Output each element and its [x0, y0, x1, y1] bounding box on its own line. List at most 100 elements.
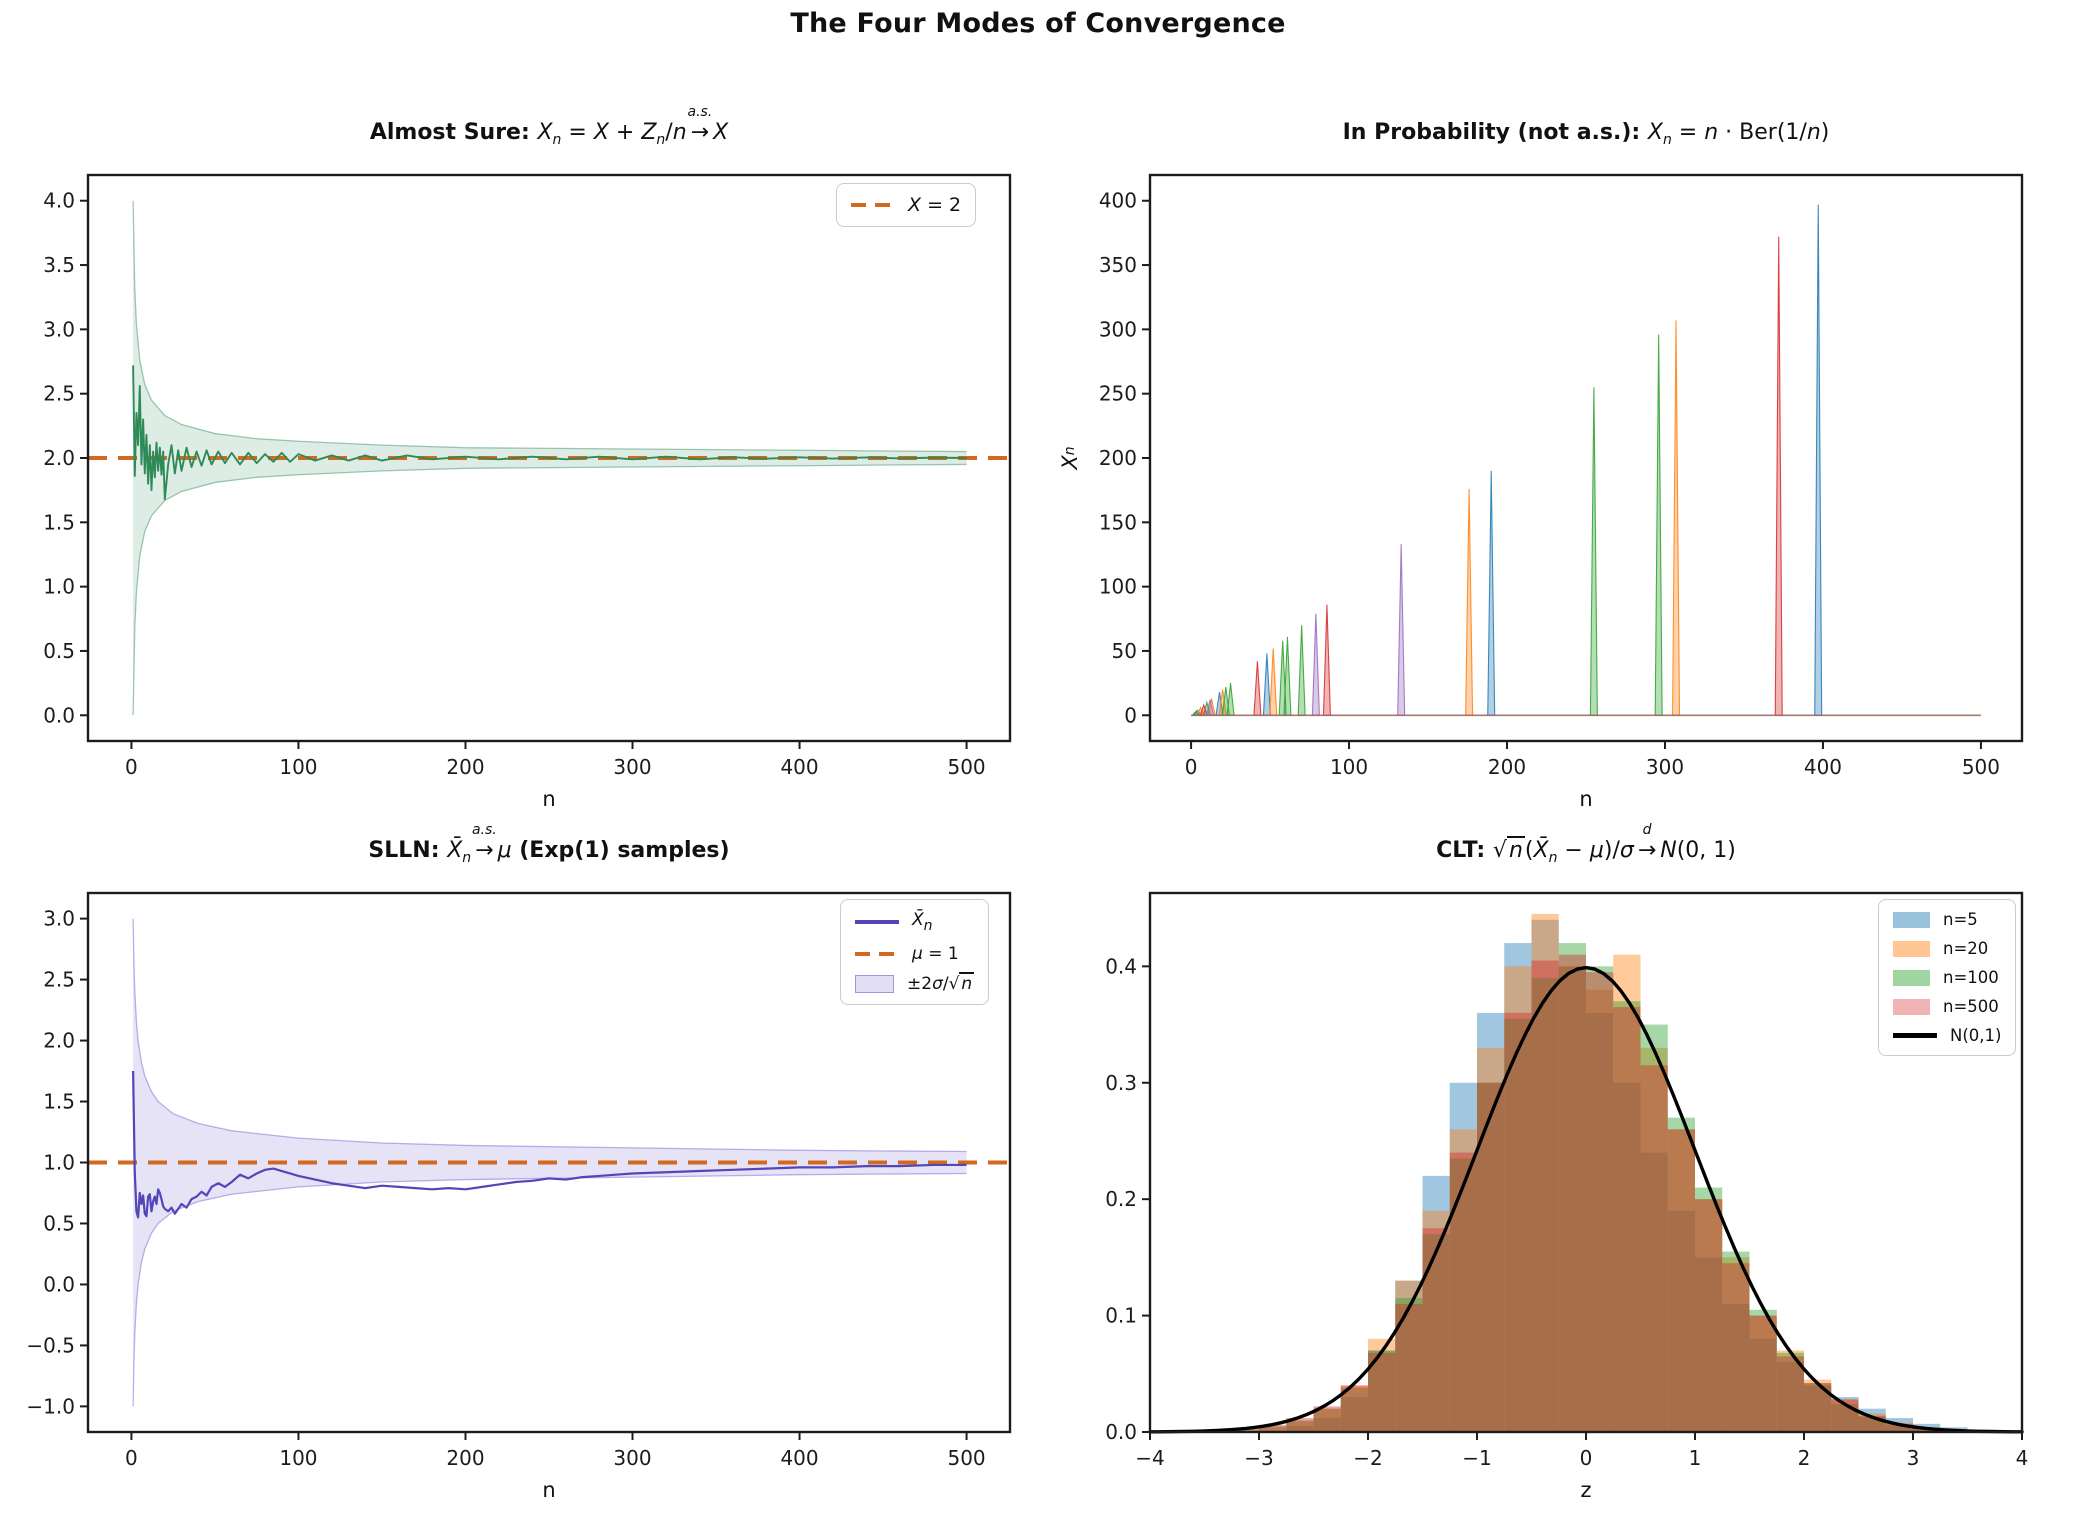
legend-swatch-patch	[855, 975, 894, 993]
legend-slln: X̄n μ = 1 ±2σ/√ n	[840, 899, 990, 1005]
hist-bar	[1613, 1007, 1641, 1432]
figure-title: The Four Modes of Convergence	[790, 8, 1286, 39]
spike	[1397, 544, 1406, 716]
hist-bar	[1259, 1425, 1287, 1432]
legend-label: ±2σ/√ n	[907, 972, 975, 994]
hist-bar	[1586, 972, 1614, 1432]
x-tick-label: 100	[279, 755, 317, 779]
y-tick-label: 0.3	[1105, 1071, 1137, 1095]
hist-bar	[1749, 1338, 1777, 1432]
hist-bar	[1695, 1199, 1723, 1432]
legend-label: N(0,1)	[1950, 1026, 2002, 1045]
hist-bar	[1722, 1303, 1750, 1432]
y-tick-label: 50	[1112, 639, 1137, 663]
spikes-run-5	[1205, 544, 1406, 716]
hist-bar	[1695, 1257, 1723, 1432]
subplot-title-in-probability: In Probability (not a.s.): Xn = n · Ber(…	[1342, 120, 1830, 148]
y-tick-label: 150	[1099, 510, 1137, 534]
y-tick-label: 0.2	[1105, 1187, 1137, 1211]
x-tick-label: 500	[947, 1446, 985, 1470]
hist-bar	[1395, 1298, 1423, 1432]
x-tick-label: 400	[1804, 755, 1842, 779]
hist-bar	[1586, 989, 1614, 1432]
spike	[1262, 653, 1271, 716]
convergence-arrow: a.s. →	[471, 822, 497, 863]
envelope-band-edge	[132, 200, 967, 453]
convergence-arrow: d →	[1637, 822, 1657, 863]
axis-ticks: 0 100 200 300 400 500 −1.0 −0.5 0.0 0.5 1.0 1.5 2.0 2…	[26, 907, 985, 1470]
hist-bar	[1640, 1047, 1668, 1432]
x-tick-label: 500	[1962, 755, 2000, 779]
legend-item-0: X = 2	[851, 194, 961, 216]
hist-bar	[1531, 977, 1559, 1432]
x-tick-label: 100	[1330, 755, 1368, 779]
legend-item-0: X̄n	[855, 910, 974, 934]
x-tick-label: −2	[1353, 1446, 1382, 1470]
y-tick-label: 300	[1099, 317, 1137, 341]
x-tick-label: −3	[1244, 1446, 1273, 1470]
hist-bar	[1313, 1418, 1341, 1432]
spike	[1322, 604, 1331, 716]
convergence-arrow: a.s. →	[687, 104, 713, 145]
hist-bar	[1695, 1199, 1723, 1432]
hist-bar	[1286, 1426, 1314, 1432]
plot-clt: −4 −3 −2 −1 0 1 2 3 4 0.0 0.1 0.2 0.3 0.4	[1105, 891, 2028, 1470]
spike	[1283, 636, 1292, 716]
hist-bar	[1286, 1420, 1314, 1432]
x-tick-label: 0	[125, 755, 138, 779]
hist-bar	[1340, 1397, 1368, 1432]
legend-item-1: n=20	[1893, 939, 2001, 958]
spikes-run-3	[1191, 334, 1663, 716]
legend-item-3: n=500	[1893, 997, 2001, 1016]
hist-bar	[1422, 1234, 1450, 1432]
x-tick-label: 300	[613, 755, 651, 779]
xn-sample-path	[132, 365, 967, 501]
y-tick-label: 0.1	[1105, 1304, 1137, 1328]
x-tick-label: 100	[279, 1446, 317, 1470]
hist-bar	[1259, 1427, 1287, 1432]
x-tick-label: −1	[1462, 1446, 1491, 1470]
x-tick-label: 0	[1185, 755, 1198, 779]
two-sigma-band-edge	[132, 918, 967, 1153]
spike	[1269, 648, 1278, 716]
legend-item-2: ±2σ/√ n	[855, 972, 975, 994]
legend-swatch-patch	[1893, 969, 1930, 986]
hist-bar	[1504, 943, 1532, 1432]
hist-bar	[1586, 966, 1614, 1432]
legend-swatch-dash	[855, 952, 899, 956]
y-tick-label: 1.0	[43, 1151, 75, 1175]
hist-bar	[1449, 1129, 1477, 1432]
spike	[1297, 625, 1306, 716]
legend-clt: n=5 n=20 n=100 n=500 N(0,1)	[1878, 899, 2017, 1056]
hist-bar	[1558, 954, 1586, 1432]
x-axis-label-in-probability: n	[1579, 787, 1593, 811]
legend-swatch-patch	[1893, 940, 1930, 957]
hist-bar	[1286, 1421, 1314, 1432]
hist-bar	[1504, 966, 1532, 1432]
axis-ticks: 0 100 200 300 400 500 0 50 100 150 200 250 300 350 400	[1099, 189, 2000, 779]
x-tick-label: 300	[1646, 755, 1684, 779]
legend-swatch-line	[855, 920, 899, 924]
y-tick-label: 3.5	[43, 253, 75, 277]
hist-bar	[1531, 919, 1559, 1432]
hist-bar	[1613, 1001, 1641, 1432]
hist-bar	[1313, 1408, 1341, 1432]
legend-swatch-patch	[1893, 911, 1930, 928]
spike	[1487, 470, 1496, 716]
axis-ticks: −4 −3 −2 −1 0 1 2 3 4 0.0 0.1 0.2 0.3 0.4	[1105, 954, 2028, 1470]
x-axis-label-almost-sure: n	[542, 787, 556, 811]
hist-bar	[1477, 1012, 1505, 1432]
hist-bar	[1231, 1428, 1259, 1432]
spike	[1672, 320, 1681, 716]
x-tick-label: −4	[1135, 1446, 1164, 1470]
plot-slln: 0 100 200 300 400 500 −1.0 −0.5 0.0 0.5 1.0 1.5 2.0 2…	[26, 891, 1012, 1470]
y-tick-label: 1.5	[43, 510, 75, 534]
legend-swatch-thickline	[1893, 1033, 1937, 1038]
spike	[1814, 204, 1823, 716]
hist-bar	[1749, 1315, 1777, 1432]
hist-bar	[1749, 1315, 1777, 1432]
x-tick-label: 0	[1580, 1446, 1593, 1470]
y-tick-label: 2.0	[43, 1029, 75, 1053]
axis-ticks: 0 100 200 300 400 500 0.0 0.5 1.0 1.5 2.0 2.5 3.0 3.5…	[43, 189, 985, 779]
